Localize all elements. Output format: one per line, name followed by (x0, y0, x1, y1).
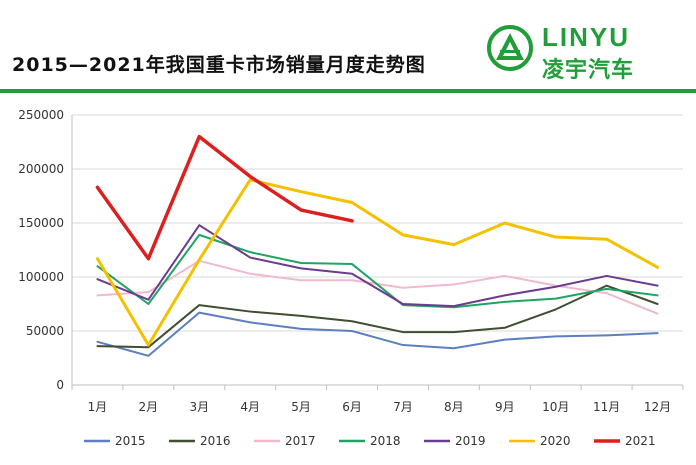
series-line-2019 (96, 224, 659, 308)
series-line-2020 (95, 178, 660, 347)
brand-name-en: LINYU (542, 22, 630, 52)
x-tick-label: 5月 (291, 400, 311, 414)
legend-label-2017: 2017 (285, 434, 316, 448)
legend-label-2019: 2019 (455, 434, 486, 448)
x-tick-label: 2月 (139, 400, 159, 414)
series-line-2021 (95, 134, 354, 261)
legend-label-2015: 2015 (115, 434, 146, 448)
x-tick-label: 6月 (342, 400, 362, 414)
legend-label-2018: 2018 (370, 434, 401, 448)
series-line-2015 (96, 311, 659, 357)
brand-logo: LINYU 凌宇汽车 (486, 22, 686, 83)
linyu-logo-icon (487, 25, 533, 71)
x-tick-label: 11月 (593, 400, 620, 414)
legend-label-2020: 2020 (540, 434, 571, 448)
x-tick-label: 4月 (240, 400, 260, 414)
legend-label-2016: 2016 (200, 434, 231, 448)
header-divider (0, 89, 696, 93)
brand-name-cn: 凌宇汽车 (542, 58, 635, 83)
x-tick-label: 9月 (495, 400, 515, 414)
x-tick-label: 1月 (88, 400, 108, 414)
y-tick-label: 200000 (18, 162, 64, 176)
y-tick-label: 150000 (18, 216, 64, 230)
series-line-2016 (96, 284, 659, 349)
x-tick-label: 8月 (444, 400, 464, 414)
legend-label-2021: 2021 (625, 434, 656, 448)
y-tick-label: 100000 (18, 270, 64, 284)
y-tick-label: 0 (56, 378, 64, 392)
x-tick-label: 7月 (393, 400, 413, 414)
y-tick-label: 250000 (18, 108, 64, 122)
y-tick-label: 50000 (26, 324, 64, 338)
x-tick-label: 12月 (644, 400, 671, 414)
series-line-2018 (96, 233, 659, 309)
x-tick-label: 3月 (189, 400, 209, 414)
chart-title: 2015—2021年我国重卡市场销量月度走势图 (12, 54, 426, 76)
x-tick-label: 10月 (542, 400, 569, 414)
